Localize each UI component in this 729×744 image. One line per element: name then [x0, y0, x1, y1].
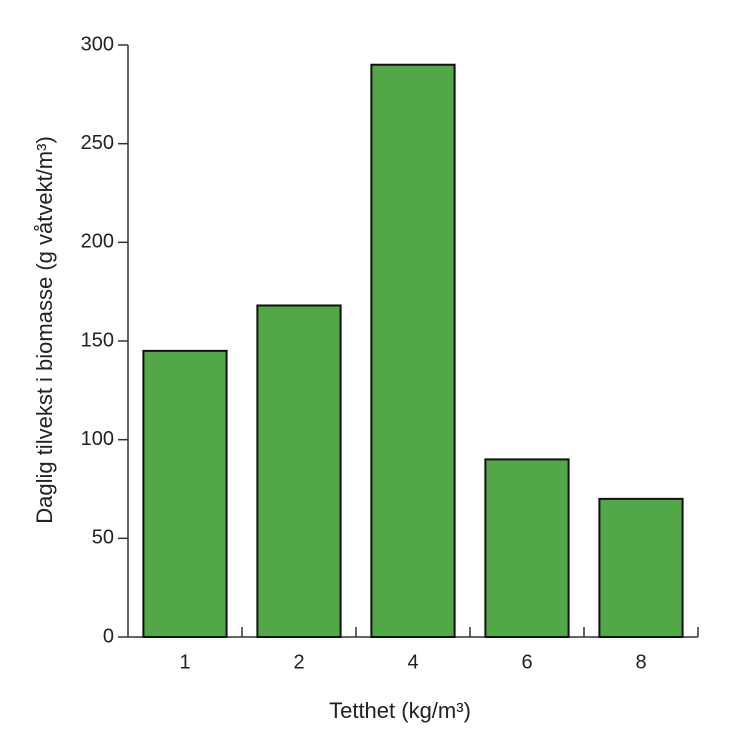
- y-tick-label: 100: [81, 428, 114, 450]
- y-tick-label: 250: [81, 132, 114, 154]
- y-tick-label: 50: [92, 527, 114, 549]
- y-tick-label: 150: [81, 329, 114, 351]
- bar: [484, 458, 570, 638]
- y-axis-title: Daglig tilvekst i biomasse (g våtvekt/m³…: [32, 136, 57, 524]
- x-tick-label: 2: [293, 651, 304, 673]
- x-tick-label: 8: [635, 651, 646, 673]
- y-tick-label: 0: [103, 625, 114, 647]
- x-tick-label: 1: [179, 651, 190, 673]
- bar: [142, 349, 228, 638]
- y-tick-label: 200: [81, 231, 114, 253]
- bar: [598, 497, 684, 638]
- x-axis-title: Tetthet (kg/m³): [329, 698, 471, 723]
- x-tick-label: 4: [407, 651, 418, 673]
- bar: [370, 63, 456, 638]
- x-tick-label: 6: [521, 651, 532, 673]
- y-tick-label: 300: [81, 33, 114, 55]
- bar: [256, 304, 342, 638]
